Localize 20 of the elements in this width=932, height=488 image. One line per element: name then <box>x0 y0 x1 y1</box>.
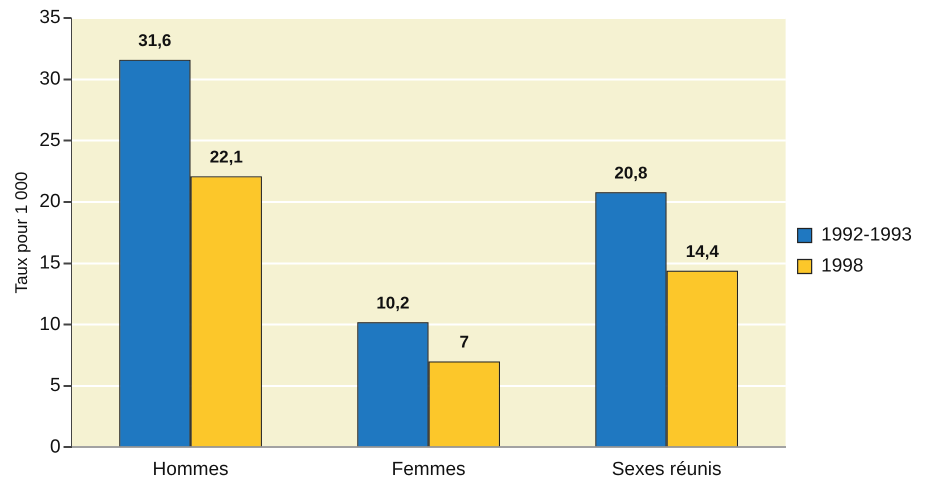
x-tick-label: Femmes <box>392 458 466 480</box>
y-tick-label: 15 <box>39 252 61 274</box>
y-tick-label: 0 <box>50 436 61 458</box>
data-label: 31,6 <box>138 30 172 50</box>
y-tick-label: 10 <box>39 314 61 335</box>
x-tick-label: Hommes <box>152 458 229 480</box>
x-tick-label: Sexes réunis <box>612 458 722 480</box>
data-label: 14,4 <box>686 242 720 261</box>
data-label: 22,1 <box>210 147 243 166</box>
data-label: 20,8 <box>614 163 648 182</box>
y-tick-label: 5 <box>50 375 61 396</box>
y-tick-label: 25 <box>39 130 61 151</box>
y-tick-label: 35 <box>39 7 61 28</box>
y-axis-title: Taux pour 1 000 <box>12 172 31 294</box>
y-tick-label: 20 <box>39 191 61 212</box>
legend-label: 1998 <box>821 256 864 277</box>
data-label: 10,2 <box>376 293 410 312</box>
y-tick-label: 30 <box>39 68 61 90</box>
legend-label: 1992-1993 <box>821 224 912 246</box>
data-label: 7 <box>460 332 470 352</box>
